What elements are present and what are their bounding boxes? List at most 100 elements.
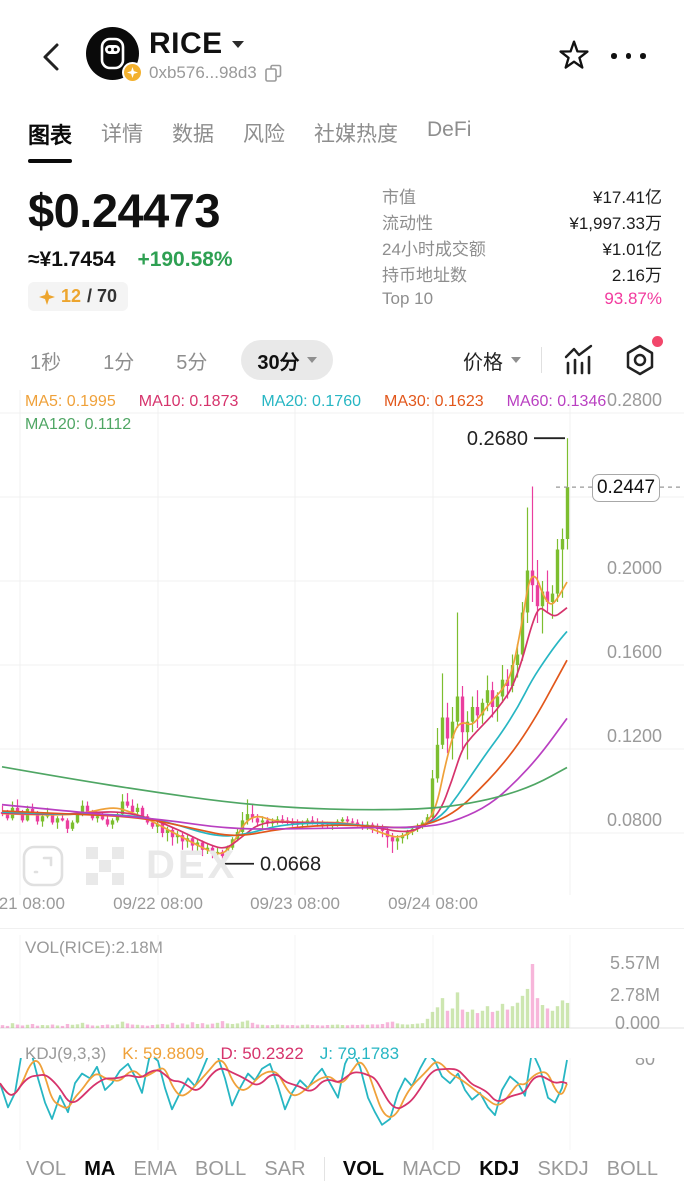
svg-text:5.57M: 5.57M xyxy=(610,953,660,973)
svg-text:0.0800: 0.0800 xyxy=(607,810,662,830)
indicator-vol-6[interactable]: VOL xyxy=(342,1157,385,1180)
indicator-macd-7[interactable]: MACD xyxy=(402,1157,462,1180)
ma-legend-item: MA20: 0.1760 xyxy=(261,393,361,410)
ma-legend: MA5: 0.1995 MA10: 0.1873 MA20: 0.1760 MA30:… xyxy=(25,390,665,436)
chain-badge-icon xyxy=(122,62,143,83)
indicator-skdj-9[interactable]: SKDJ xyxy=(537,1157,589,1180)
chart-style-icon[interactable] xyxy=(562,343,596,377)
rank-current: 12 xyxy=(61,286,82,306)
indicator-kdj-8[interactable]: KDJ xyxy=(479,1157,520,1180)
tab-3[interactable]: 数据 xyxy=(172,123,215,146)
stat-label: 24小时成交额 xyxy=(382,239,486,259)
stats-panel: 市值 ¥17.41亿流动性 ¥1,997.33万 24小时成交额 ¥1.01亿持币地址数… xyxy=(382,186,662,316)
price-mode-dropdown[interactable]: 价格 xyxy=(463,346,521,375)
indicator-boll-10[interactable]: BOLL xyxy=(606,1157,658,1180)
indicator-sar-4[interactable]: SAR xyxy=(264,1157,306,1180)
kdj-legend: KDJ(9,3,3) K: 59.8809 D: 50.2322 J: 79.1… xyxy=(25,1044,399,1064)
svg-text:0.2800: 0.2800 xyxy=(607,390,662,410)
last-price-tag: 0.2447 xyxy=(592,474,660,502)
token-name: RICE xyxy=(149,27,223,60)
more-menu-icon[interactable] xyxy=(611,53,646,59)
stat-row: Top 10 93.87% xyxy=(382,289,662,308)
stat-row: 持币地址数 2.16万 xyxy=(382,264,662,285)
diamond-icon xyxy=(39,288,55,305)
tab-6[interactable]: DeFi xyxy=(427,118,472,141)
rank-total: / 70 xyxy=(87,286,118,306)
pane-divider xyxy=(0,928,684,929)
tab-4[interactable]: 风险 xyxy=(243,123,286,146)
x-axis-label: 09/24 08:00 xyxy=(388,894,478,913)
svg-text:0.1600: 0.1600 xyxy=(607,642,662,662)
token-logo-icon xyxy=(100,37,125,70)
divider xyxy=(541,347,542,373)
svg-text:2.78M: 2.78M xyxy=(610,985,660,1005)
x-axis-label: 09/21 08:00 xyxy=(0,894,65,913)
stat-row: 24小时成交额 ¥1.01亿 xyxy=(382,238,662,259)
stat-label: 持币地址数 xyxy=(382,265,467,285)
ma-legend-item: MA10: 0.1873 xyxy=(138,393,239,410)
indicator-vol-0[interactable]: VOL xyxy=(26,1157,67,1180)
x-axis-label: 09/23 08:00 xyxy=(250,894,340,913)
stat-value: 93.87% xyxy=(604,289,662,308)
stat-value: ¥1.01亿 xyxy=(602,239,662,259)
kdj-d-value: D: 50.2322 xyxy=(220,1044,304,1063)
tab-1[interactable]: 图表 xyxy=(28,118,73,163)
ma-legend-item: MA5: 0.1995 xyxy=(25,393,116,410)
tab-2[interactable]: 详情 xyxy=(101,123,144,146)
indicator-boll-3[interactable]: BOLL xyxy=(195,1157,247,1180)
stat-label: 市值 xyxy=(382,187,416,207)
svg-text:0.1200: 0.1200 xyxy=(607,726,662,746)
stat-label: 流动性 xyxy=(382,213,433,233)
svg-text:0.000: 0.000 xyxy=(615,1013,660,1030)
timeframe-1[interactable]: 1秒 xyxy=(30,351,62,374)
chevron-down-icon xyxy=(306,357,317,363)
token-address: 0xb576...98d3 xyxy=(149,63,257,82)
ma-legend-item: MA120: 0.1112 xyxy=(25,416,132,433)
timeframe-2[interactable]: 1分 xyxy=(103,351,135,374)
price-cny: ≈¥1.7454 xyxy=(28,248,116,271)
notification-dot xyxy=(652,336,663,347)
indicator-toolbar: VOL MA EMA BOLL SAR VOL MACD KDJ SKDJ BOLL xyxy=(0,1148,684,1190)
candlestick-chart[interactable]: 0.2680 0.0668 0.2800 0.2000 0.1600 0.1200 0.08… xyxy=(0,390,684,900)
tab-bar: 图表 详情 数据 风险 社媒热度 DeFi xyxy=(28,118,471,163)
tab-5[interactable]: 社媒热度 xyxy=(314,123,399,146)
kdj-j-value: J: 79.1783 xyxy=(319,1044,400,1063)
fullscreen-icon[interactable] xyxy=(22,845,64,887)
chart-controls: 1秒 1分 5分 30分 价格 xyxy=(0,336,684,382)
favorite-star-icon[interactable] xyxy=(558,39,590,71)
volume-chart[interactable]: 5.57M 2.78M 0.000 xyxy=(0,935,684,1030)
timeframe-3[interactable]: 5分 xyxy=(176,351,208,374)
price-usd: $0.24473 xyxy=(28,184,221,237)
indicator-ma-1[interactable]: MA xyxy=(84,1157,116,1180)
stat-value: ¥17.41亿 xyxy=(593,187,662,207)
toolbar-divider xyxy=(323,1157,325,1181)
kdj-k-value: K: 59.8809 xyxy=(122,1044,205,1063)
kdj-chart[interactable]: 80 xyxy=(0,1058,684,1150)
svg-text:0.2680: 0.2680 xyxy=(467,428,528,450)
chevron-down-icon xyxy=(511,357,521,363)
svg-text:80: 80 xyxy=(635,1058,655,1069)
svg-text:0.2000: 0.2000 xyxy=(607,558,662,578)
copy-icon[interactable] xyxy=(264,64,282,83)
svg-text:0.0668: 0.0668 xyxy=(260,854,321,876)
volume-label: VOL(RICE):2.18M xyxy=(25,938,163,957)
token-avatar xyxy=(86,27,143,83)
back-button[interactable] xyxy=(38,40,66,74)
ma-legend-item: MA30: 0.1623 xyxy=(383,393,484,410)
stat-row: 市值 ¥17.41亿 xyxy=(382,186,662,207)
stat-row: 流动性 ¥1,997.33万 xyxy=(382,212,662,233)
indicator-ema-2[interactable]: EMA xyxy=(133,1157,177,1180)
settings-icon[interactable] xyxy=(622,336,663,378)
x-axis-labels: 09/21 08:00 09/22 08:00 09/23 08:00 09/24 0… xyxy=(0,894,684,916)
x-axis-label: 09/22 08:00 xyxy=(113,894,203,913)
stat-value: ¥1,997.33万 xyxy=(569,213,662,233)
stat-label: Top 10 xyxy=(382,289,434,308)
stat-value: 2.16万 xyxy=(611,265,662,285)
token-title-row[interactable]: RICE xyxy=(149,27,244,61)
timeframe-selected[interactable]: 30分 xyxy=(241,340,333,380)
ma-legend-item: MA60: 0.1346 xyxy=(506,393,607,410)
price-change-percent: +190.58% xyxy=(137,248,233,271)
rank-badge[interactable]: 12 / 70 xyxy=(28,282,129,311)
chevron-down-icon xyxy=(231,40,244,48)
